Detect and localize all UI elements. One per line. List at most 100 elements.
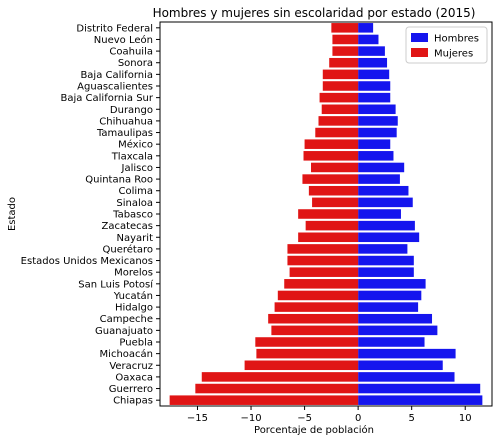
category-label: México	[118, 139, 153, 151]
bar-mujeres-16	[298, 209, 359, 219]
bar-mujeres-21	[289, 267, 359, 277]
bar-hombres-18	[358, 232, 420, 243]
x-tick-label: 10	[459, 413, 472, 424]
bar-mujeres-26	[271, 325, 359, 336]
bar-mujeres-30	[201, 372, 359, 382]
bars-group	[169, 23, 483, 405]
category-label: Yucatán	[113, 290, 153, 302]
category-label: Tabasco	[112, 210, 153, 221]
bar-mujeres-4	[322, 69, 359, 80]
category-label: Estados Unidos Mexicanos	[21, 256, 153, 267]
category-label: Baja California	[80, 70, 153, 81]
bar-hombres-0	[358, 23, 374, 33]
category-label: Quintana Roo	[85, 175, 153, 186]
bar-hombres-26	[358, 325, 438, 336]
bar-hombres-9	[358, 127, 397, 138]
bar-hombres-28	[358, 348, 456, 359]
bar-hombres-8	[358, 116, 398, 126]
bar-hombres-19	[358, 244, 408, 254]
bar-hombres-13	[358, 174, 400, 184]
bar-hombres-29	[358, 360, 443, 371]
category-label: Puebla	[119, 338, 153, 349]
bar-mujeres-13	[302, 174, 359, 184]
bar-mujeres-17	[305, 220, 359, 231]
category-label: Morelos	[114, 268, 153, 279]
bar-mujeres-9	[315, 127, 359, 138]
category-label: Veracruz	[109, 361, 153, 372]
bar-hombres-5	[358, 81, 391, 91]
category-label: Nuevo León	[94, 34, 153, 46]
bar-hombres-4	[358, 69, 390, 80]
category-label: Campeche	[100, 314, 153, 325]
bar-hombres-27	[358, 337, 425, 347]
x-tick-label: −5	[297, 413, 312, 424]
bar-mujeres-23	[277, 290, 359, 301]
x-tick-label: −15	[187, 413, 208, 424]
legend-swatch-hombres	[411, 33, 428, 42]
bar-mujeres-5	[322, 81, 359, 91]
bar-mujeres-3	[329, 57, 359, 68]
category-label: Jalisco	[121, 163, 153, 174]
x-tick-label: −10	[240, 413, 261, 424]
bar-mujeres-19	[287, 244, 359, 254]
bar-mujeres-20	[287, 255, 359, 266]
x-axis-label: Porcentaje de población	[254, 424, 374, 436]
plot-frame	[159, 21, 493, 407]
bar-hombres-6	[358, 92, 391, 103]
bar-hombres-24	[358, 302, 419, 312]
bar-mujeres-10	[304, 139, 359, 149]
bar-mujeres-28	[256, 348, 359, 359]
bar-hombres-3	[358, 57, 388, 68]
bar-hombres-1	[358, 34, 379, 45]
category-label: Guerrero	[109, 384, 153, 395]
category-label: Coahuila	[109, 47, 153, 58]
category-label: Chiapas	[113, 396, 153, 407]
bar-mujeres-29	[244, 360, 359, 371]
bar-mujeres-15	[312, 197, 359, 208]
category-label: Oaxaca	[115, 372, 153, 383]
bar-mujeres-8	[318, 116, 359, 126]
bar-hombres-30	[358, 372, 455, 382]
bar-hombres-21	[358, 267, 414, 277]
category-label: San Luis Potosí	[78, 278, 154, 290]
bar-hombres-15	[358, 197, 413, 208]
x-tick-label: 5	[408, 413, 414, 424]
y-axis-label: Estado	[7, 197, 18, 231]
bar-mujeres-22	[284, 279, 359, 289]
bar-hombres-7	[358, 104, 396, 115]
bar-mujeres-27	[255, 337, 359, 347]
x-ticks: −15 −10 −5 0 5 10	[187, 406, 472, 424]
bar-mujeres-32	[169, 395, 359, 405]
bar-mujeres-31	[195, 383, 359, 394]
bar-hombres-23	[358, 290, 422, 301]
bar-mujeres-12	[311, 162, 359, 173]
bar-hombres-25	[358, 313, 433, 324]
bar-mujeres-7	[321, 104, 359, 115]
bar-mujeres-11	[303, 151, 359, 161]
legend-label-mujeres: Mujeres	[434, 49, 473, 60]
category-label: Tlaxcala	[111, 151, 153, 162]
bar-mujeres-25	[268, 313, 359, 324]
legend-swatch-mujeres	[411, 48, 428, 57]
bar-mujeres-6	[319, 92, 359, 103]
category-label: Colima	[118, 186, 153, 197]
category-label: Tamaulipas	[96, 128, 153, 139]
category-label: Zacatecas	[101, 221, 153, 232]
category-label: Sinaloa	[116, 198, 153, 209]
bar-mujeres-14	[308, 185, 359, 196]
bar-mujeres-1	[332, 34, 359, 45]
bar-hombres-31	[358, 383, 481, 394]
legend-label-hombres: Hombres	[434, 34, 479, 45]
bar-hombres-12	[358, 162, 405, 173]
category-label: Sonora	[118, 58, 153, 69]
bar-hombres-32	[358, 395, 483, 405]
bar-mujeres-2	[332, 46, 359, 56]
bar-hombres-22	[358, 279, 426, 289]
category-label: Aguascalientes	[77, 82, 153, 93]
category-label: Guanajuato	[95, 326, 153, 337]
bar-hombres-17	[358, 220, 415, 231]
bar-mujeres-18	[298, 232, 359, 243]
category-label: Hidalgo	[115, 303, 153, 314]
